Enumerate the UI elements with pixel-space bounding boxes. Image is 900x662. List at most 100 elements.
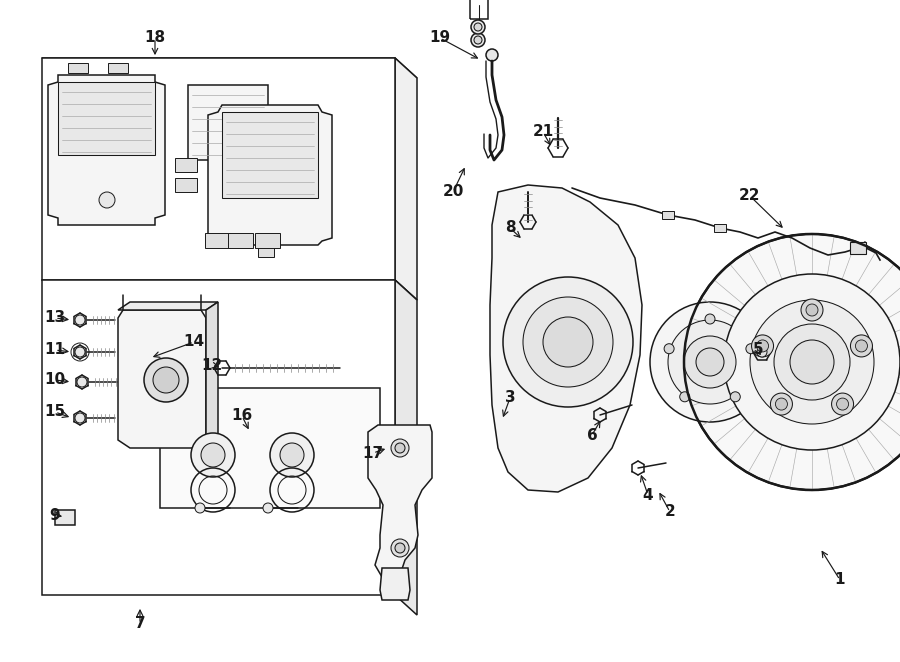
Circle shape (746, 344, 756, 354)
Polygon shape (380, 568, 410, 600)
Polygon shape (55, 510, 75, 525)
Text: 20: 20 (442, 185, 464, 199)
Circle shape (837, 398, 849, 410)
Circle shape (195, 503, 205, 513)
Circle shape (730, 392, 741, 402)
Circle shape (850, 335, 872, 357)
Text: 16: 16 (231, 408, 253, 424)
Circle shape (474, 23, 482, 31)
Polygon shape (208, 105, 332, 245)
Circle shape (503, 277, 633, 407)
Circle shape (770, 393, 792, 415)
Circle shape (391, 539, 409, 557)
Text: 3: 3 (505, 391, 516, 406)
Bar (228, 233, 253, 248)
Circle shape (75, 413, 85, 423)
Circle shape (486, 49, 498, 61)
Text: 8: 8 (505, 220, 516, 236)
Circle shape (75, 347, 85, 357)
Text: 17: 17 (363, 446, 383, 461)
Polygon shape (58, 82, 155, 155)
Bar (175, 178, 197, 192)
Bar (108, 63, 128, 73)
Bar (850, 242, 866, 254)
Circle shape (75, 315, 85, 325)
Polygon shape (42, 58, 417, 78)
Circle shape (191, 433, 235, 477)
Text: 6: 6 (587, 428, 598, 442)
Polygon shape (395, 280, 417, 615)
Polygon shape (118, 302, 218, 310)
Circle shape (523, 297, 613, 387)
Bar (160, 388, 380, 508)
Circle shape (680, 392, 689, 402)
Polygon shape (368, 425, 432, 580)
Circle shape (395, 543, 405, 553)
Circle shape (650, 302, 770, 422)
Circle shape (664, 344, 674, 354)
Polygon shape (48, 75, 165, 225)
Circle shape (757, 347, 767, 357)
Bar (68, 63, 88, 73)
Circle shape (790, 340, 834, 384)
Circle shape (832, 393, 853, 415)
Text: 7: 7 (135, 616, 145, 632)
Text: 2: 2 (664, 504, 675, 520)
Circle shape (776, 398, 788, 410)
Circle shape (724, 274, 900, 450)
Polygon shape (188, 85, 268, 160)
Circle shape (750, 300, 874, 424)
Bar (470, 0, 488, 19)
Text: 11: 11 (44, 342, 66, 357)
Bar (258, 245, 274, 257)
Circle shape (705, 314, 715, 324)
Text: 14: 14 (184, 334, 204, 350)
Polygon shape (206, 302, 218, 448)
Circle shape (153, 367, 179, 393)
Circle shape (280, 443, 304, 467)
Polygon shape (222, 112, 318, 198)
Circle shape (806, 304, 818, 316)
Text: 21: 21 (533, 124, 554, 140)
Circle shape (684, 234, 900, 490)
Bar (255, 233, 280, 248)
Polygon shape (395, 58, 417, 300)
Circle shape (471, 20, 485, 34)
Polygon shape (118, 310, 206, 448)
Polygon shape (42, 280, 395, 595)
Circle shape (263, 503, 273, 513)
Text: 4: 4 (643, 487, 653, 502)
Circle shape (471, 33, 485, 47)
Text: 5: 5 (752, 342, 763, 357)
Circle shape (696, 348, 724, 376)
Circle shape (391, 439, 409, 457)
Circle shape (270, 433, 314, 477)
Text: 10: 10 (44, 373, 66, 387)
Text: 13: 13 (44, 310, 66, 326)
Text: 22: 22 (739, 189, 760, 203)
Circle shape (774, 324, 850, 400)
Bar (175, 158, 197, 172)
Circle shape (684, 336, 736, 388)
Circle shape (752, 335, 773, 357)
Circle shape (856, 340, 868, 352)
Text: 9: 9 (50, 508, 60, 522)
Text: 18: 18 (144, 30, 166, 46)
Polygon shape (42, 280, 417, 300)
Circle shape (201, 443, 225, 467)
Text: 12: 12 (202, 357, 222, 373)
Text: 15: 15 (44, 404, 66, 420)
Bar (714, 224, 726, 232)
Text: 1: 1 (835, 573, 845, 587)
Polygon shape (490, 185, 642, 492)
Circle shape (395, 443, 405, 453)
Circle shape (144, 358, 188, 402)
Circle shape (801, 299, 823, 321)
Text: 19: 19 (429, 30, 451, 46)
Circle shape (99, 192, 115, 208)
Bar (662, 211, 674, 219)
Bar (205, 233, 230, 248)
Circle shape (474, 36, 482, 44)
Circle shape (543, 317, 593, 367)
Circle shape (757, 340, 769, 352)
